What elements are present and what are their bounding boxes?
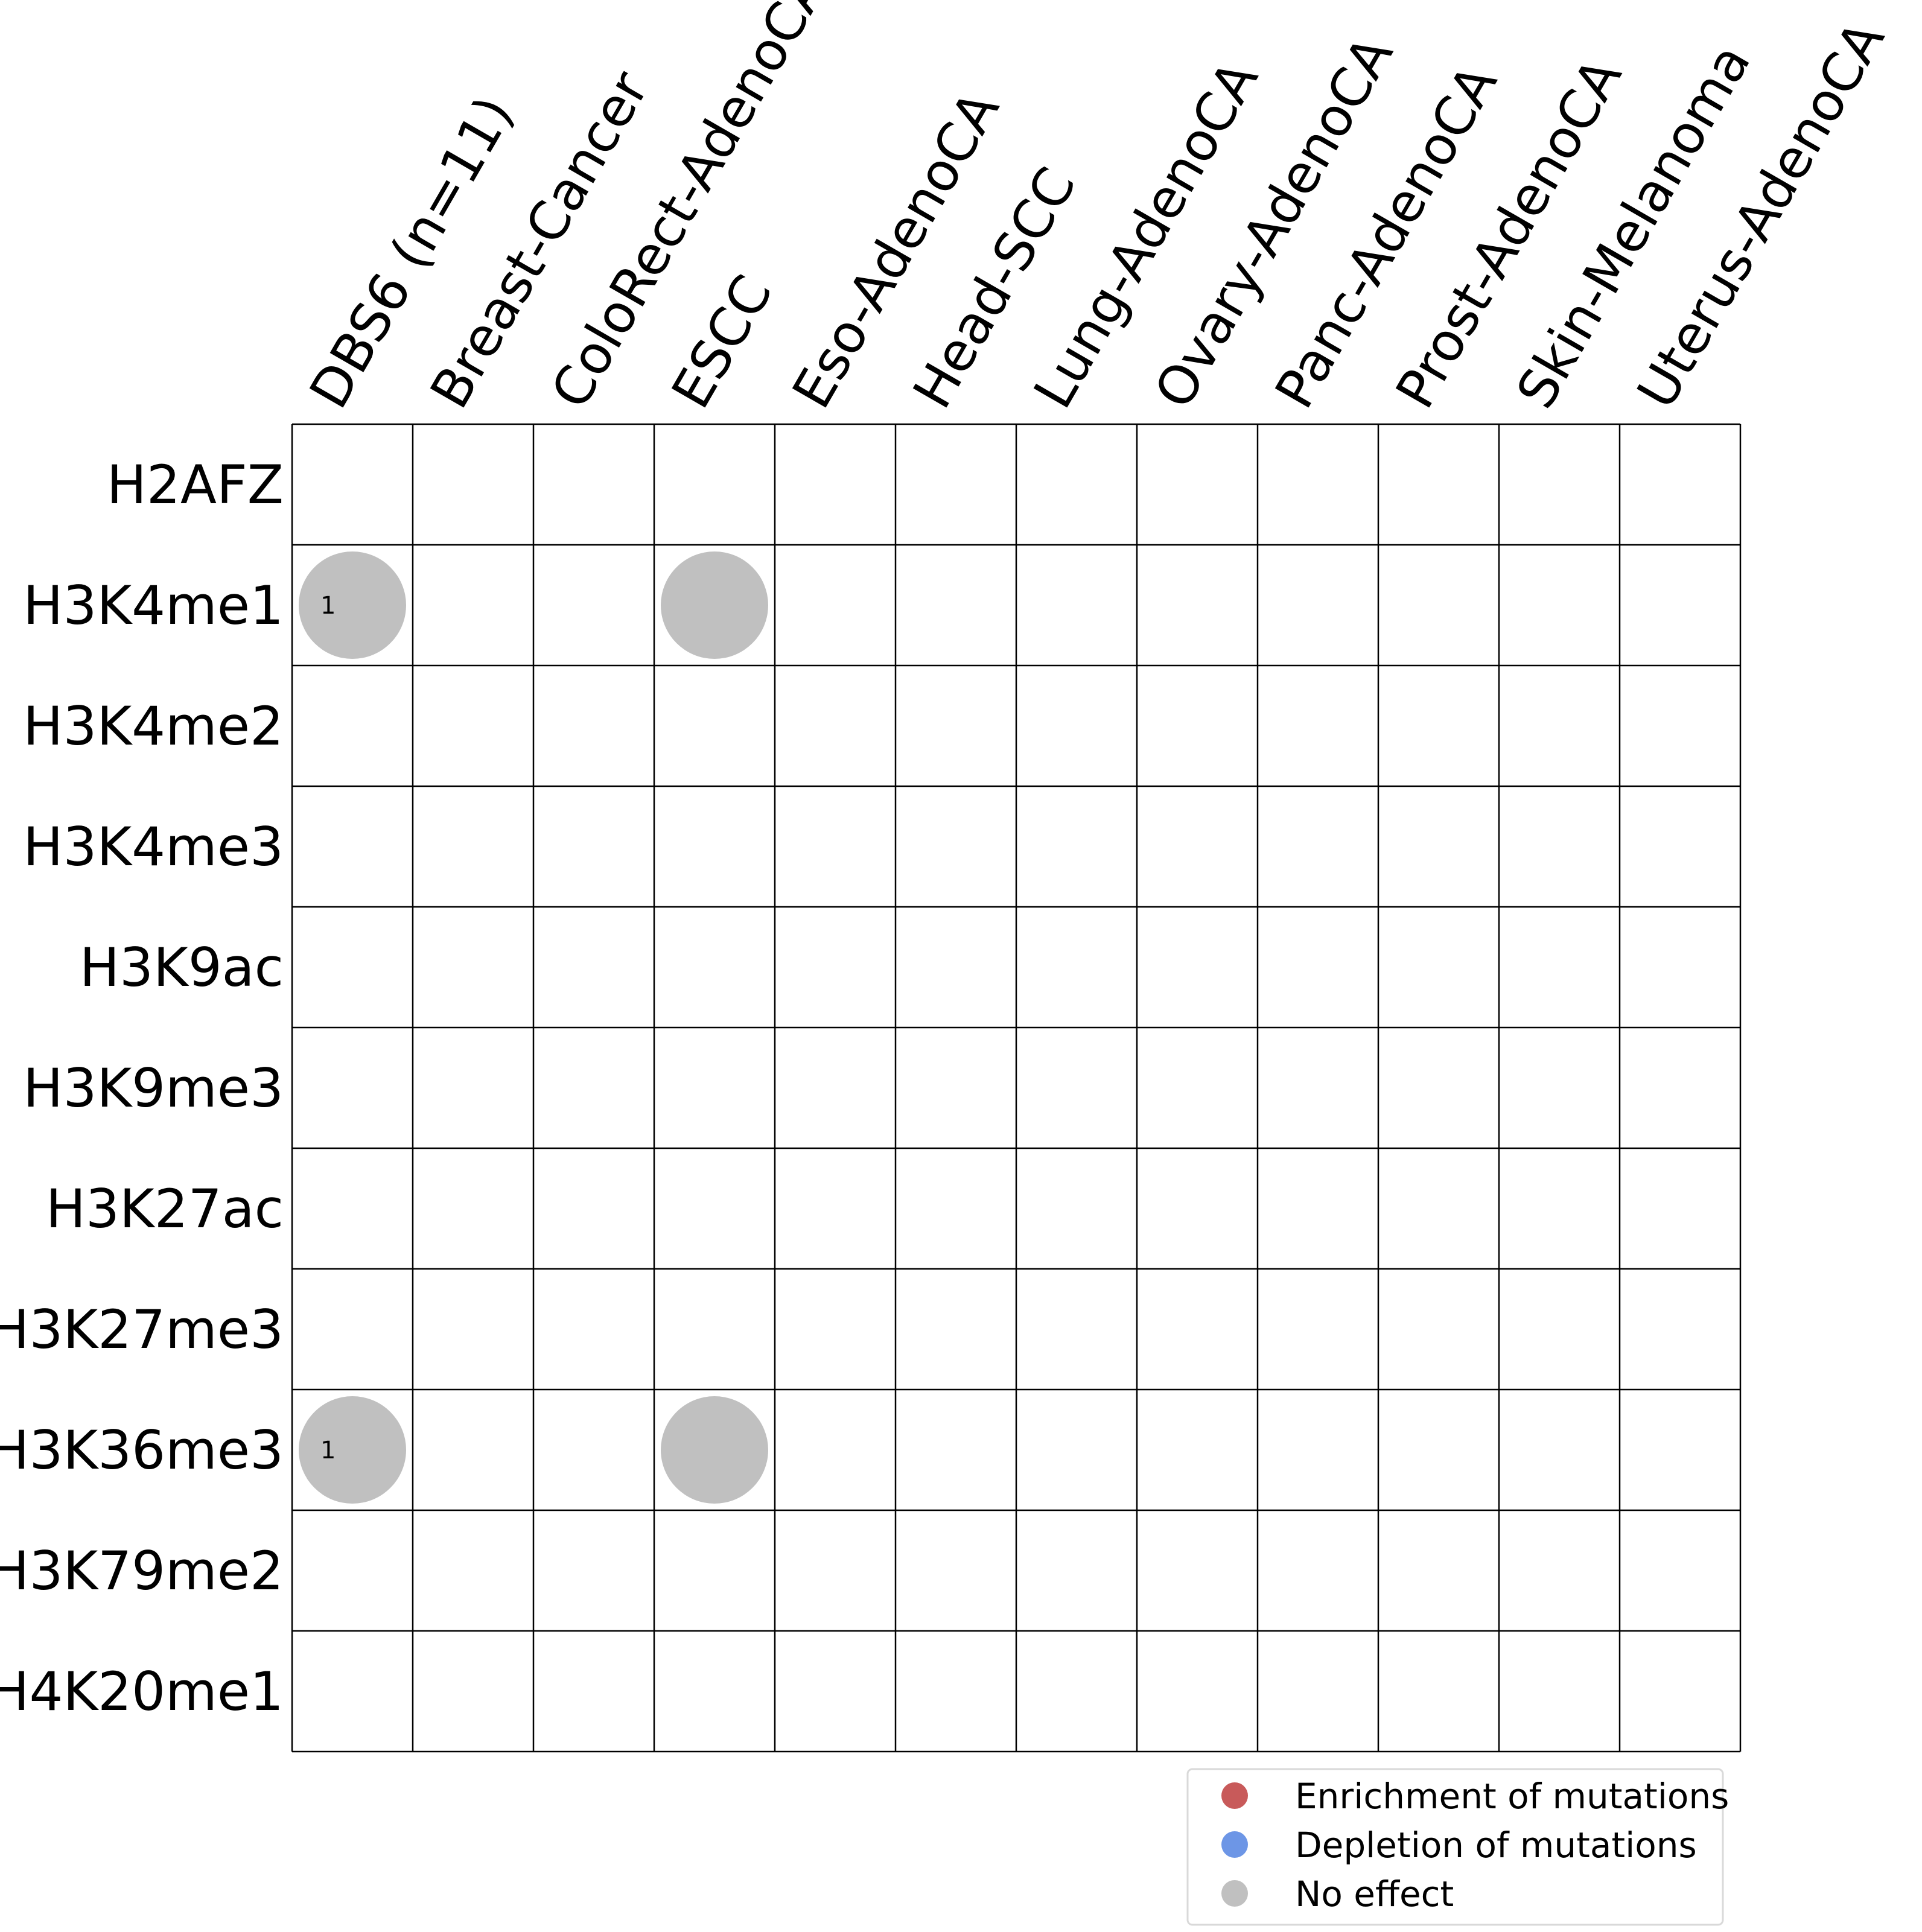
legend: Enrichment of mutations Depletion of muta…	[1186, 1768, 1729, 1926]
row-label: H3K4me2	[23, 695, 284, 757]
row-labels: H2AFZ H3K4me1 H3K4me2 H3K4me3 H3K9ac H3K9me3 H…	[0, 454, 284, 1723]
row-label: H3K79me2	[0, 1540, 284, 1602]
legend-label: Depletion of mutations	[1295, 1825, 1697, 1866]
cell-marks: 11	[299, 551, 768, 1504]
cell-circle	[299, 551, 406, 659]
legend-marker	[1221, 1782, 1248, 1809]
grid	[291, 423, 1742, 1753]
row-label: H4K20me1	[0, 1660, 284, 1723]
legend-marker	[1221, 1831, 1248, 1858]
column-label: ESCC	[660, 265, 784, 418]
legend-label: No effect	[1295, 1873, 1454, 1915]
row-label: H3K4me3	[23, 816, 284, 878]
row-label: H3K9me3	[23, 1057, 284, 1119]
row-label: H3K27ac	[46, 1178, 284, 1240]
legend-marker	[1221, 1880, 1248, 1907]
row-label: H3K36me3	[0, 1419, 284, 1481]
cell-count-label: 1	[320, 1437, 336, 1464]
legend-label: Enrichment of mutations	[1295, 1776, 1729, 1817]
row-label: H3K9ac	[80, 936, 284, 999]
column-labels: DBS6 (n=11)Breast-CancerColoRect-AdenoCA…	[298, 0, 1896, 419]
row-label: H3K27me3	[0, 1298, 284, 1361]
row-label: H3K4me1	[23, 574, 284, 637]
cell-count-label: 1	[320, 592, 336, 620]
cell-circle	[661, 551, 768, 659]
cell-circle	[661, 1396, 768, 1504]
cell-circle	[299, 1396, 406, 1504]
legend-box	[1186, 1768, 1724, 1926]
row-label: H2AFZ	[107, 454, 284, 516]
